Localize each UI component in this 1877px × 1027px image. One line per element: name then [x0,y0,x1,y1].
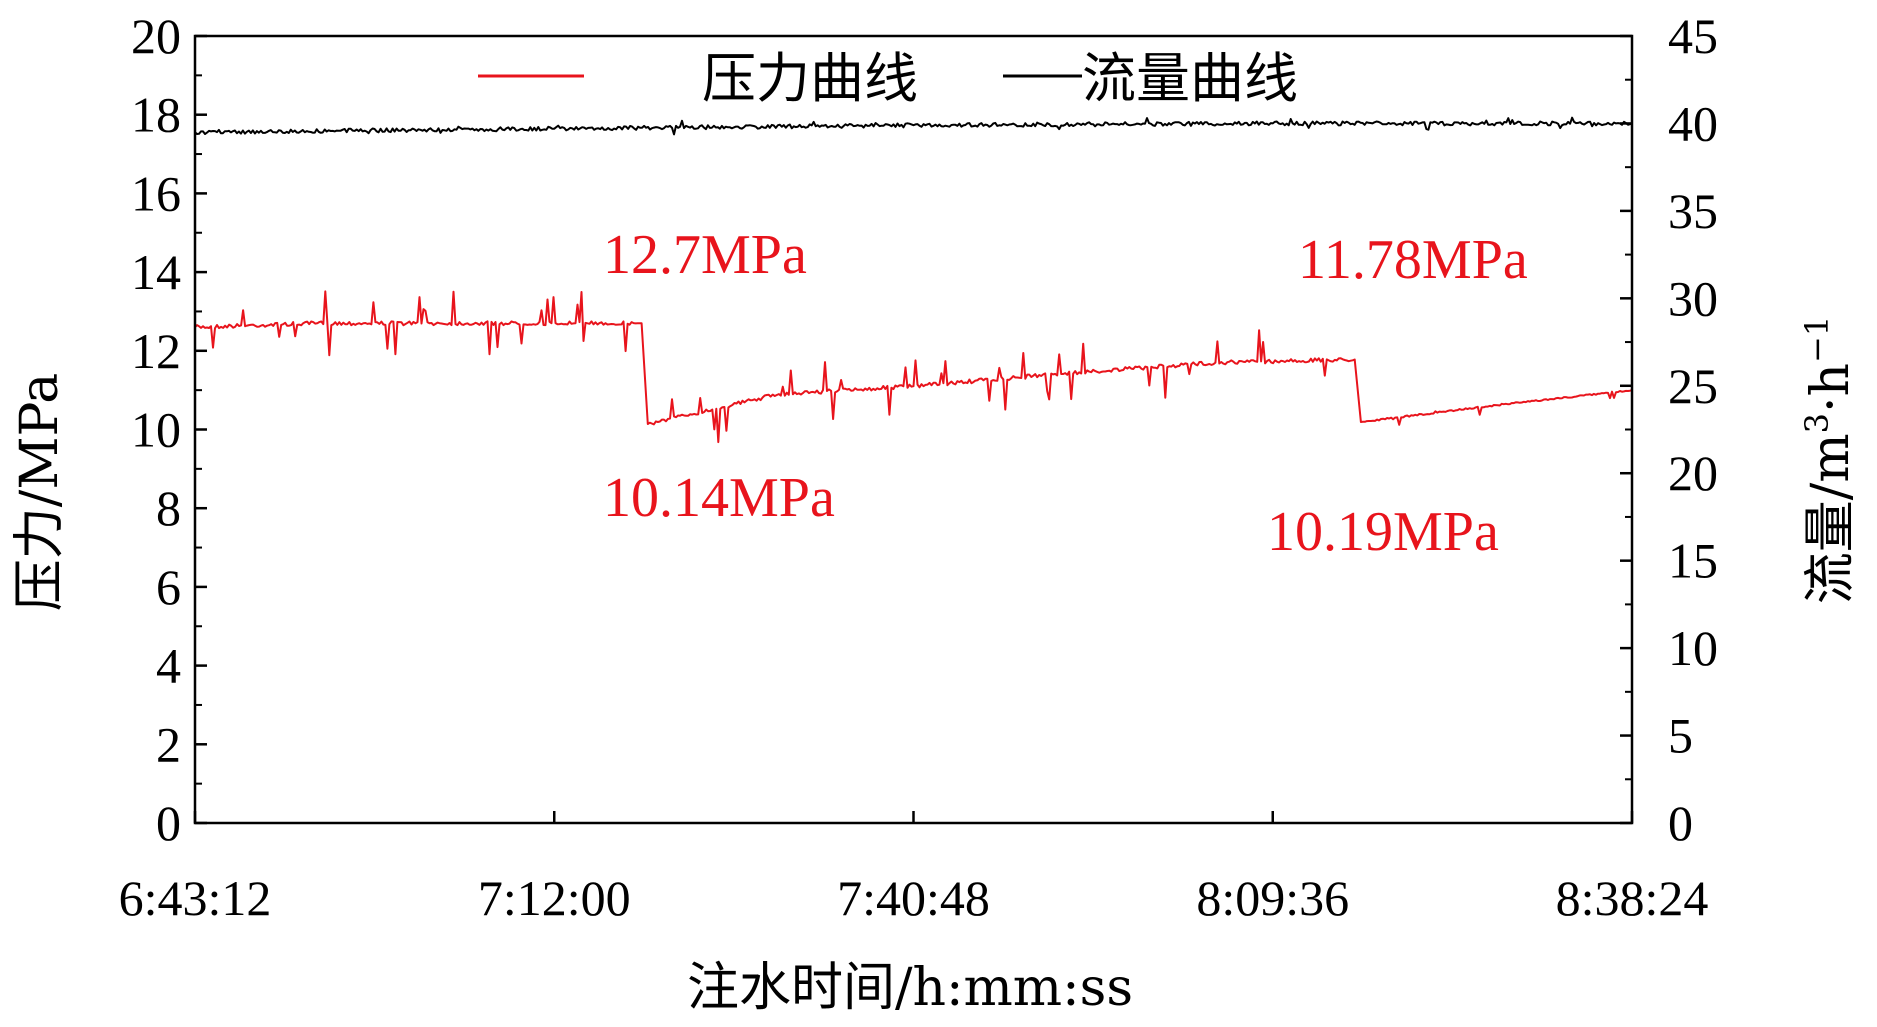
y-axis-right-title: 流量/m3·h−1 [1798,316,1861,604]
y-right-tick-label: 10 [1668,620,1718,676]
legend-label-flow: 流量曲线 [1082,47,1298,110]
y-left-tick-label: 20 [131,8,181,64]
y-right-tick-label: 5 [1668,708,1693,764]
y-right-tick-label: 30 [1668,270,1718,326]
y-left-tick-label: 14 [131,244,181,300]
y-left-tick-label: 6 [156,559,181,615]
plot-frame [193,34,1634,825]
x-tick-label: 7:40:48 [837,870,990,926]
y-right-tick-label: 35 [1668,183,1718,239]
y-right-tick-label: 40 [1668,95,1718,151]
y-right-tick-label: 25 [1668,358,1718,414]
y-left-tick-label: 0 [156,795,181,851]
y-left-tick-label: 8 [156,480,181,536]
x-tick-label: 8:38:24 [1556,870,1709,926]
y-left-tick-label: 16 [131,165,181,221]
x-axis-title: 注水时间/h:mm:ss [687,958,1133,1018]
x-tick-label: 6:43:12 [119,870,272,926]
legend-label-pressure: 压力曲线 [702,47,918,110]
annotation-pressure-before-step-1: 12.7MPa [603,224,807,286]
y-left-tick-label: 4 [156,638,181,694]
legend: 压力曲线 流量曲线 [478,47,1298,110]
annotations: 12.7MPa 10.14MPa 11.78MPa 10.19MPa [603,224,1528,563]
y-right-tick-label: 0 [1668,795,1693,851]
annotation-pressure-before-step-2: 11.78MPa [1298,229,1528,291]
y-left-tick-label: 10 [131,402,181,458]
x-tick-label: 8:09:36 [1196,870,1349,926]
flow-series-line [194,116,1633,136]
y-left-tick-label: 12 [131,323,181,379]
y-right-tick-label: 15 [1668,533,1718,589]
y-right-tick-label: 20 [1668,445,1718,501]
y-axis-left-title: 压力/MPa [10,373,70,611]
x-tick-label: 7:12:00 [478,870,631,926]
series-layer [194,116,1633,444]
annotation-pressure-after-step-2: 10.19MPa [1267,501,1499,563]
tick-layer: 0 2 4 6 8 10 12 14 16 18 20 0 5 10 15 20 25 30 35 40 45 6:43:… [119,8,1718,926]
plot-area-border [193,34,1634,825]
y-left-tick-label: 2 [156,716,181,772]
annotation-pressure-after-step-1: 10.14MPa [603,467,835,529]
y-right-tick-label: 45 [1668,8,1718,64]
pressure-series-line [194,290,1633,444]
y-left-tick-label: 18 [131,87,181,143]
